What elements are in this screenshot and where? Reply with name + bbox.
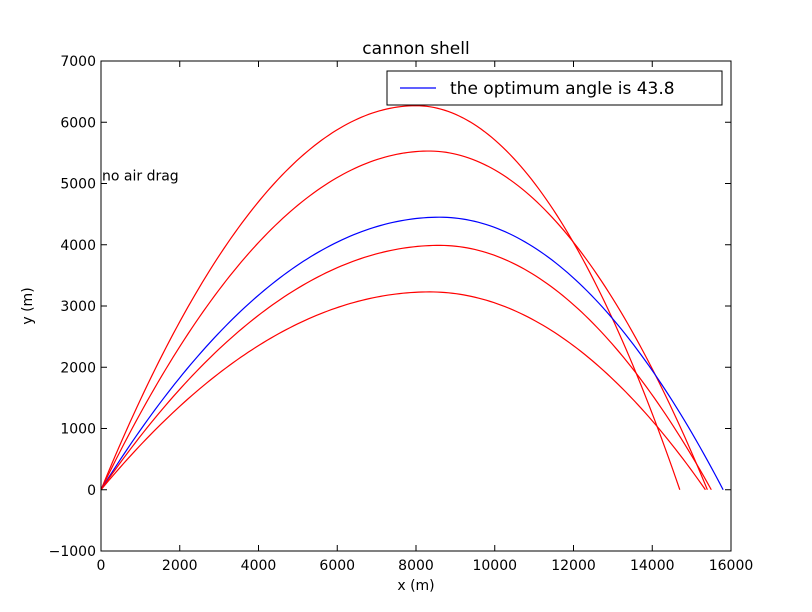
x-tick-label: 10000 — [472, 558, 517, 574]
y-axis-ticks: −1000 0 1000 2000 3000 4000 5000 6000 7000 — [49, 54, 731, 560]
trajectory-series-3 — [100, 216, 724, 491]
y-tick-label: 6000 — [60, 115, 96, 131]
no-air-drag-annotation: no air drag — [102, 168, 179, 184]
trajectory-series-4 — [100, 244, 712, 491]
trajectory-series-2 — [100, 150, 708, 491]
x-tick-label: 12000 — [551, 558, 596, 574]
trajectory-series-5 — [100, 291, 706, 491]
trajectory-series-1 — [100, 105, 681, 490]
x-axis-label: x (m) — [397, 578, 434, 594]
y-tick-label: 7000 — [60, 54, 96, 70]
x-tick-label: 14000 — [630, 558, 675, 574]
x-tick-label: 2000 — [162, 558, 198, 574]
trajectory-curves — [100, 105, 724, 491]
y-tick-label: −1000 — [49, 544, 96, 560]
y-axis-label: y (m) — [20, 287, 36, 324]
x-axis-ticks: 0 2000 4000 6000 8000 10000 12000 14000 16000 — [97, 61, 754, 574]
y-tick-label: 4000 — [60, 238, 96, 254]
chart-title: cannon shell — [362, 39, 469, 59]
legend-box — [386, 70, 723, 106]
y-tick-label: 3000 — [60, 299, 96, 315]
x-tick-label: 4000 — [241, 558, 277, 574]
y-tick-label: 5000 — [60, 177, 96, 193]
x-tick-label: 0 — [97, 558, 106, 574]
x-tick-label: 16000 — [709, 558, 754, 574]
y-tick-label: 0 — [87, 483, 96, 499]
x-tick-label: 8000 — [398, 558, 434, 574]
y-tick-label: 2000 — [60, 360, 96, 376]
legend-label-optimum: the optimum angle is 43.8 — [450, 79, 675, 99]
y-tick-label: 1000 — [60, 422, 96, 438]
legend: the optimum angle is 43.8 — [386, 70, 723, 106]
x-tick-label: 6000 — [319, 558, 355, 574]
